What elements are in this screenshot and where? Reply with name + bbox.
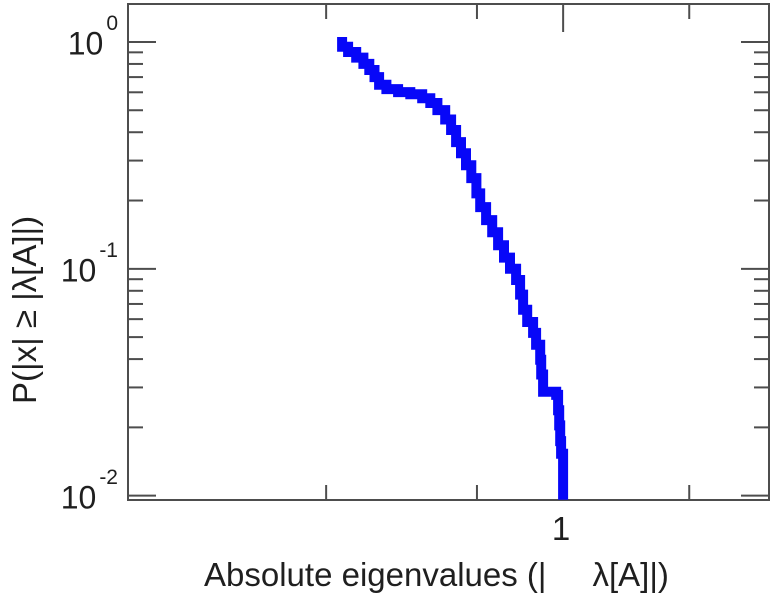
y-tick-label-1e-1: 10-1 [60, 239, 118, 289]
plot-frame [127, 3, 770, 501]
y-tick-label-1e-2: 10-2 [60, 466, 118, 516]
y-axis-label: P(|x| ≥ |λ[A]|) [6, 215, 43, 404]
x-axis-label-part2: λ[A]|) [592, 556, 669, 593]
x-tick-label-1: 1 [551, 510, 571, 547]
x-axis-label: Absolute eigenvalues (| λ[A]|) [204, 556, 669, 594]
axis-ticks [129, 5, 768, 499]
x-axis-label-part1: Absolute eigenvalues (| [204, 556, 547, 593]
ccdf-curve [337, 37, 569, 500]
y-tick-label-1e0: 100 [67, 12, 118, 62]
